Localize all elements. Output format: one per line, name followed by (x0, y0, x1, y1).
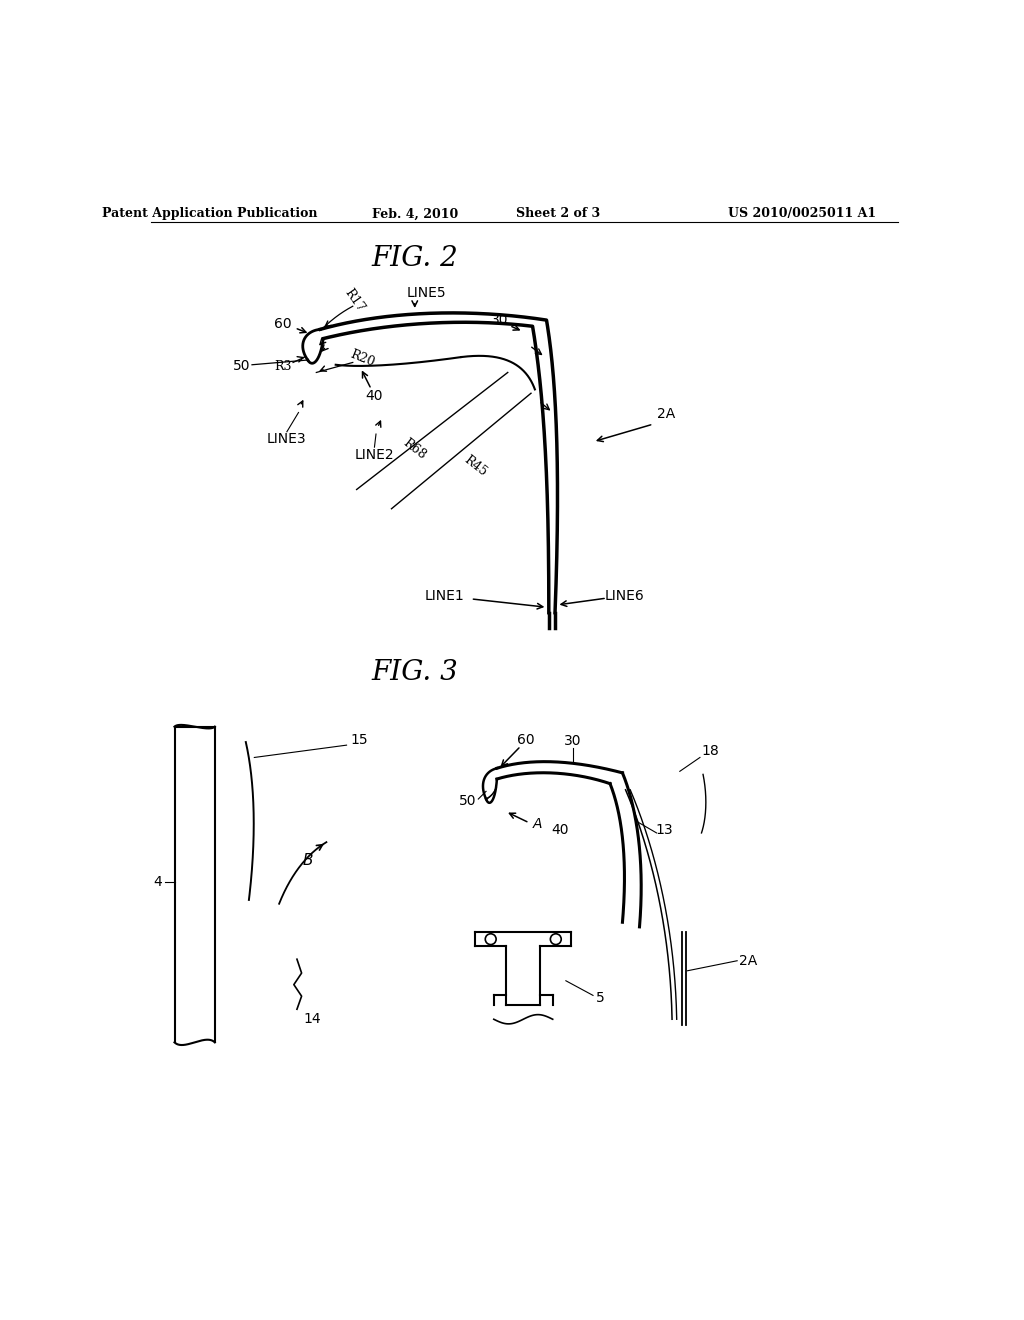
Text: 30: 30 (492, 313, 509, 327)
Text: US 2010/0025011 A1: US 2010/0025011 A1 (728, 207, 877, 220)
Text: 13: 13 (655, 822, 673, 837)
Text: R17: R17 (342, 286, 367, 315)
Text: 50: 50 (233, 359, 251, 374)
Text: R3: R3 (274, 360, 292, 372)
Text: 2A: 2A (739, 954, 757, 968)
Text: Patent Application Publication: Patent Application Publication (101, 207, 317, 220)
Text: LINE3: LINE3 (267, 433, 306, 446)
Text: A: A (532, 817, 542, 832)
Text: 5: 5 (596, 991, 605, 1005)
Text: 30: 30 (564, 734, 582, 747)
Text: 4: 4 (153, 875, 162, 890)
Text: R68: R68 (400, 437, 429, 462)
Text: 2A: 2A (657, 407, 676, 421)
Text: B: B (302, 853, 313, 869)
Text: R45: R45 (461, 454, 489, 479)
Text: 50: 50 (459, 795, 476, 808)
Text: R20: R20 (348, 348, 377, 370)
Text: 60: 60 (274, 317, 292, 331)
Text: 18: 18 (701, 744, 720, 758)
Text: 40: 40 (552, 822, 569, 837)
Text: 60: 60 (517, 733, 535, 747)
Text: 15: 15 (350, 733, 368, 747)
Text: Sheet 2 of 3: Sheet 2 of 3 (516, 207, 600, 220)
Text: 40: 40 (366, 388, 383, 403)
Text: Feb. 4, 2010: Feb. 4, 2010 (372, 207, 458, 220)
Text: 14: 14 (304, 1012, 322, 1026)
Text: LINE2: LINE2 (354, 447, 394, 462)
Text: FIG. 2: FIG. 2 (372, 246, 458, 272)
Text: LINE1: LINE1 (424, 589, 464, 603)
Text: LINE5: LINE5 (407, 286, 446, 300)
Text: FIG. 3: FIG. 3 (372, 659, 458, 686)
Text: LINE6: LINE6 (604, 589, 644, 603)
